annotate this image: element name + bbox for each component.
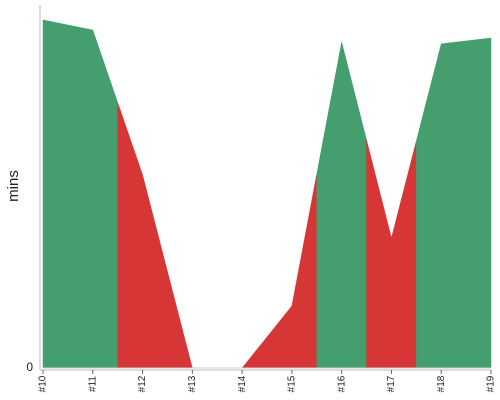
- area-segment: [416, 40, 467, 369]
- x-tick-label: #18: [436, 375, 447, 392]
- area-segment: [67, 24, 118, 369]
- x-tick-label: #16: [336, 375, 347, 392]
- x-tick-label: #17: [386, 375, 397, 392]
- area-segment: [42, 19, 69, 369]
- x-tick-label: #11: [87, 376, 98, 392]
- area-segment: [465, 37, 492, 369]
- area-segment: [117, 102, 168, 369]
- x-tick-label: #13: [187, 375, 198, 392]
- area-segment: [316, 41, 367, 369]
- x-tick-label: #15: [287, 375, 298, 392]
- x-tick-label: #12: [137, 375, 148, 392]
- area-segment: [167, 271, 218, 369]
- x-tick-label: #14: [237, 375, 248, 392]
- x-tick-label: #19: [486, 375, 497, 392]
- area-segment: [366, 139, 417, 369]
- y-tick-label: 0: [26, 360, 33, 374]
- y-axis-label: mins: [5, 170, 22, 202]
- area-segment: [266, 173, 318, 369]
- area-segment: [217, 336, 268, 369]
- x-tick-label: #10: [38, 375, 49, 392]
